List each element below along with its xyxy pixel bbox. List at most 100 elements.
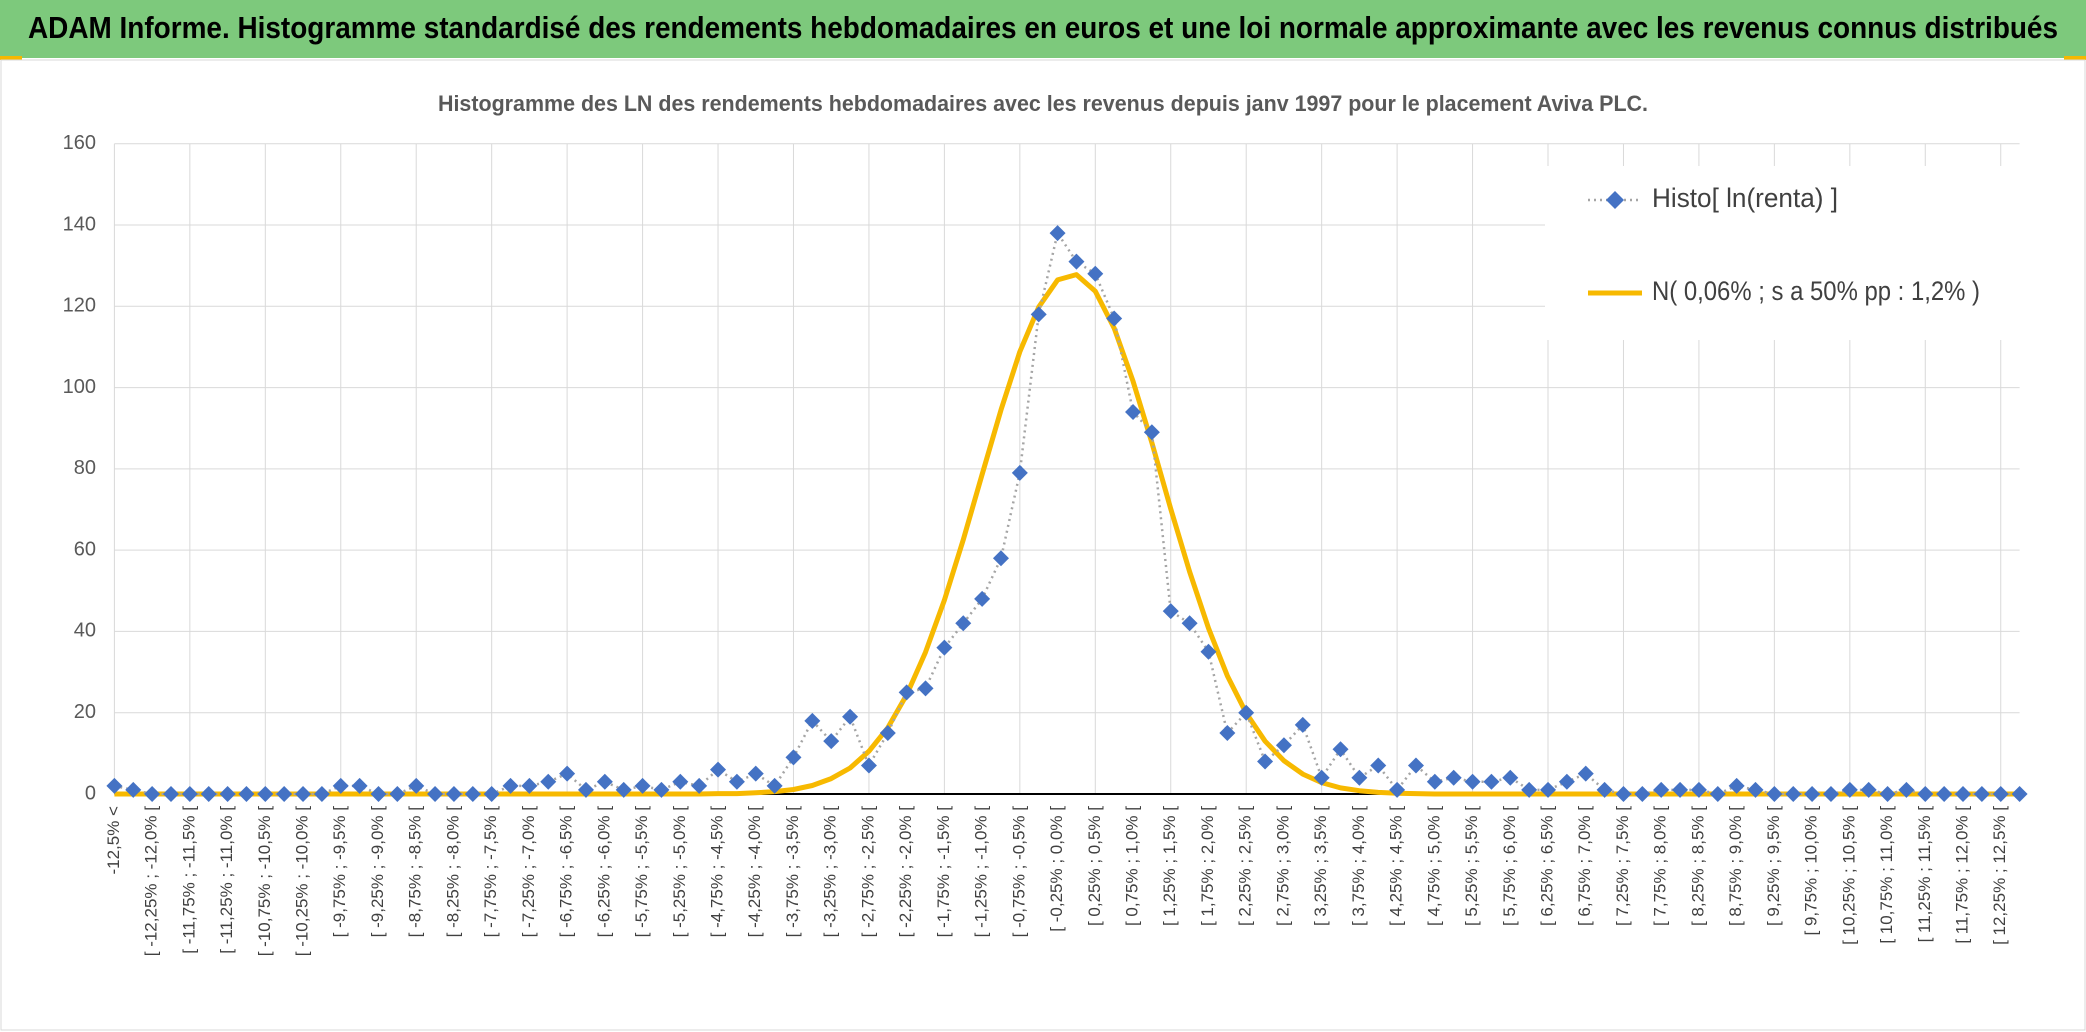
legend-box: [1545, 166, 2020, 340]
x-tick-label: [ -10,25% ; -10,0% [: [293, 806, 312, 957]
histogram-marker: [257, 786, 274, 802]
x-tick-label: [ 1,75% ; 2,0% [: [1198, 806, 1217, 926]
histogram-marker: [559, 765, 576, 782]
histogram-marker: [615, 781, 632, 798]
x-tick-label: [ 10,75% ; 11,0% [: [1877, 806, 1896, 944]
histogram-marker: [1011, 464, 1028, 481]
histogram-marker: [1615, 786, 1632, 802]
legend-label: N( 0,06% ; s a 50% pp : 1,2% ): [1652, 276, 1980, 306]
histogram-marker: [1728, 777, 1745, 794]
histogram-marker: [634, 777, 651, 794]
histogram-marker: [1238, 704, 1255, 721]
histogram-marker: [2011, 786, 2028, 802]
x-tick-label: [ 6,25% ; 6,5% [: [1538, 806, 1557, 926]
histogram-marker: [125, 781, 142, 798]
histogram-marker: [1822, 786, 1839, 802]
histogram-marker: [144, 786, 161, 802]
x-tick-label: [ 4,75% ; 5,0% [: [1424, 806, 1443, 926]
histogram-marker: [1294, 716, 1311, 733]
x-tick-label: [ -9,25% ; -9,0% [: [368, 806, 387, 938]
histogram-marker: [842, 708, 859, 725]
histogram-marker: [879, 725, 896, 742]
histogram-marker: [1389, 781, 1406, 798]
legend-swatch: [1606, 191, 1624, 209]
histogram-marker: [992, 550, 1009, 567]
x-tick-label: [ 0,75% ; 1,0% [: [1123, 806, 1142, 926]
x-tick-label: [ 6,75% ; 7,0% [: [1575, 806, 1594, 926]
x-tick-label: [ -11,75% ; -11,5% [: [179, 806, 198, 954]
x-tick-label: [ 3,75% ; 4,0% [: [1349, 806, 1368, 926]
x-tick-label: [ -4,75% ; -4,5% [: [708, 806, 727, 938]
chart-frame: [0, 59, 2086, 1031]
x-tick-label: [ 8,75% ; 9,0% [: [1726, 806, 1745, 926]
histogram-marker: [276, 786, 293, 802]
histogram-marker: [936, 639, 953, 656]
x-tick-label: [ 11,25% ; 11,5% [: [1915, 806, 1934, 943]
histogram-marker: [389, 786, 406, 802]
histogram-marker: [1973, 786, 1990, 802]
title-bar: [0, 0, 2086, 58]
histogram-marker: [785, 749, 802, 766]
corner: [0, 56, 22, 60]
histogram-marker: [540, 773, 557, 790]
histogram-marker: [106, 777, 123, 794]
histogram-marker: [1407, 757, 1424, 774]
histogram-marker: [483, 786, 500, 802]
x-tick-label: [ -6,75% ; -6,5% [: [557, 806, 576, 938]
y-tick-label: 160: [63, 132, 96, 154]
histogram-marker: [1841, 781, 1858, 798]
histogram-marker: [1464, 773, 1481, 790]
histogram-marker: [1540, 781, 1557, 798]
histogram-marker: [1596, 781, 1613, 798]
x-tick-label: [ 0,25% ; 0,5% [: [1085, 806, 1104, 926]
histogram-marker: [1049, 225, 1066, 242]
histogram-marker: [427, 786, 444, 802]
x-tick-label: [ -12,25% ; -12,0% [: [142, 806, 161, 957]
y-tick-label: 60: [74, 538, 96, 560]
histogram-marker: [1917, 786, 1934, 802]
histogram-marker: [1653, 781, 1670, 798]
histogram-marker: [370, 786, 387, 802]
page-title: ADAM Informe. Histogramme standardisé de…: [28, 10, 2058, 45]
x-tick-label: [ -7,75% ; -7,5% [: [481, 806, 500, 938]
y-tick-label: 20: [74, 701, 96, 723]
histogram-marker: [1087, 265, 1104, 282]
histogram-marker: [1634, 786, 1651, 802]
histogram-marker: [1860, 781, 1877, 798]
y-tick-label: 120: [63, 295, 96, 317]
y-tick-label: 100: [63, 376, 96, 398]
x-tick-label: [ 12,25% ; 12,5% [: [1990, 806, 2009, 945]
histogram-marker: [1030, 306, 1047, 323]
chart-title: Histogramme des LN des rendements hebdom…: [438, 91, 1648, 116]
histogram-marker: [653, 781, 670, 798]
histogram-marker: [710, 761, 727, 778]
x-tick-label: [ -5,25% ; -5,0% [: [670, 806, 689, 938]
histogram-marker: [464, 786, 481, 802]
histogram-marker: [238, 786, 255, 802]
histogram-marker: [1483, 773, 1500, 790]
histogram-marker: [1181, 615, 1198, 632]
histogram-marker: [1747, 781, 1764, 798]
histogram-marker: [313, 786, 330, 802]
x-tick-label: [ 5,25% ; 5,5% [: [1462, 806, 1481, 926]
x-tick-label: [ -5,75% ; -5,5% [: [632, 806, 651, 938]
x-tick-label: [ -9,75% ; -9,5% [: [330, 806, 349, 938]
corner: [2064, 56, 2086, 60]
histogram-marker: [1955, 786, 1972, 802]
histogram-marker: [1804, 786, 1821, 802]
histogram-marker: [1502, 769, 1519, 786]
x-tick-label: [ 11,75% ; 12,0% [: [1952, 806, 1971, 944]
histogram-marker: [804, 712, 821, 729]
histogram-marker: [521, 777, 538, 794]
histogram-marker: [1162, 603, 1179, 620]
histogram-marker: [823, 733, 840, 750]
histogram-marker: [408, 777, 425, 794]
histogram-marker: [502, 777, 519, 794]
x-tick-label: [ -7,25% ; -7,0% [: [519, 806, 538, 938]
histogram-marker: [917, 680, 934, 697]
x-tick-label: [ 10,25% ; 10,5% [: [1839, 806, 1858, 945]
histogram-marker: [1257, 753, 1274, 770]
histogram-marker: [860, 757, 877, 774]
x-tick-label: [ -0,25% ; 0,0% [: [1047, 806, 1066, 932]
